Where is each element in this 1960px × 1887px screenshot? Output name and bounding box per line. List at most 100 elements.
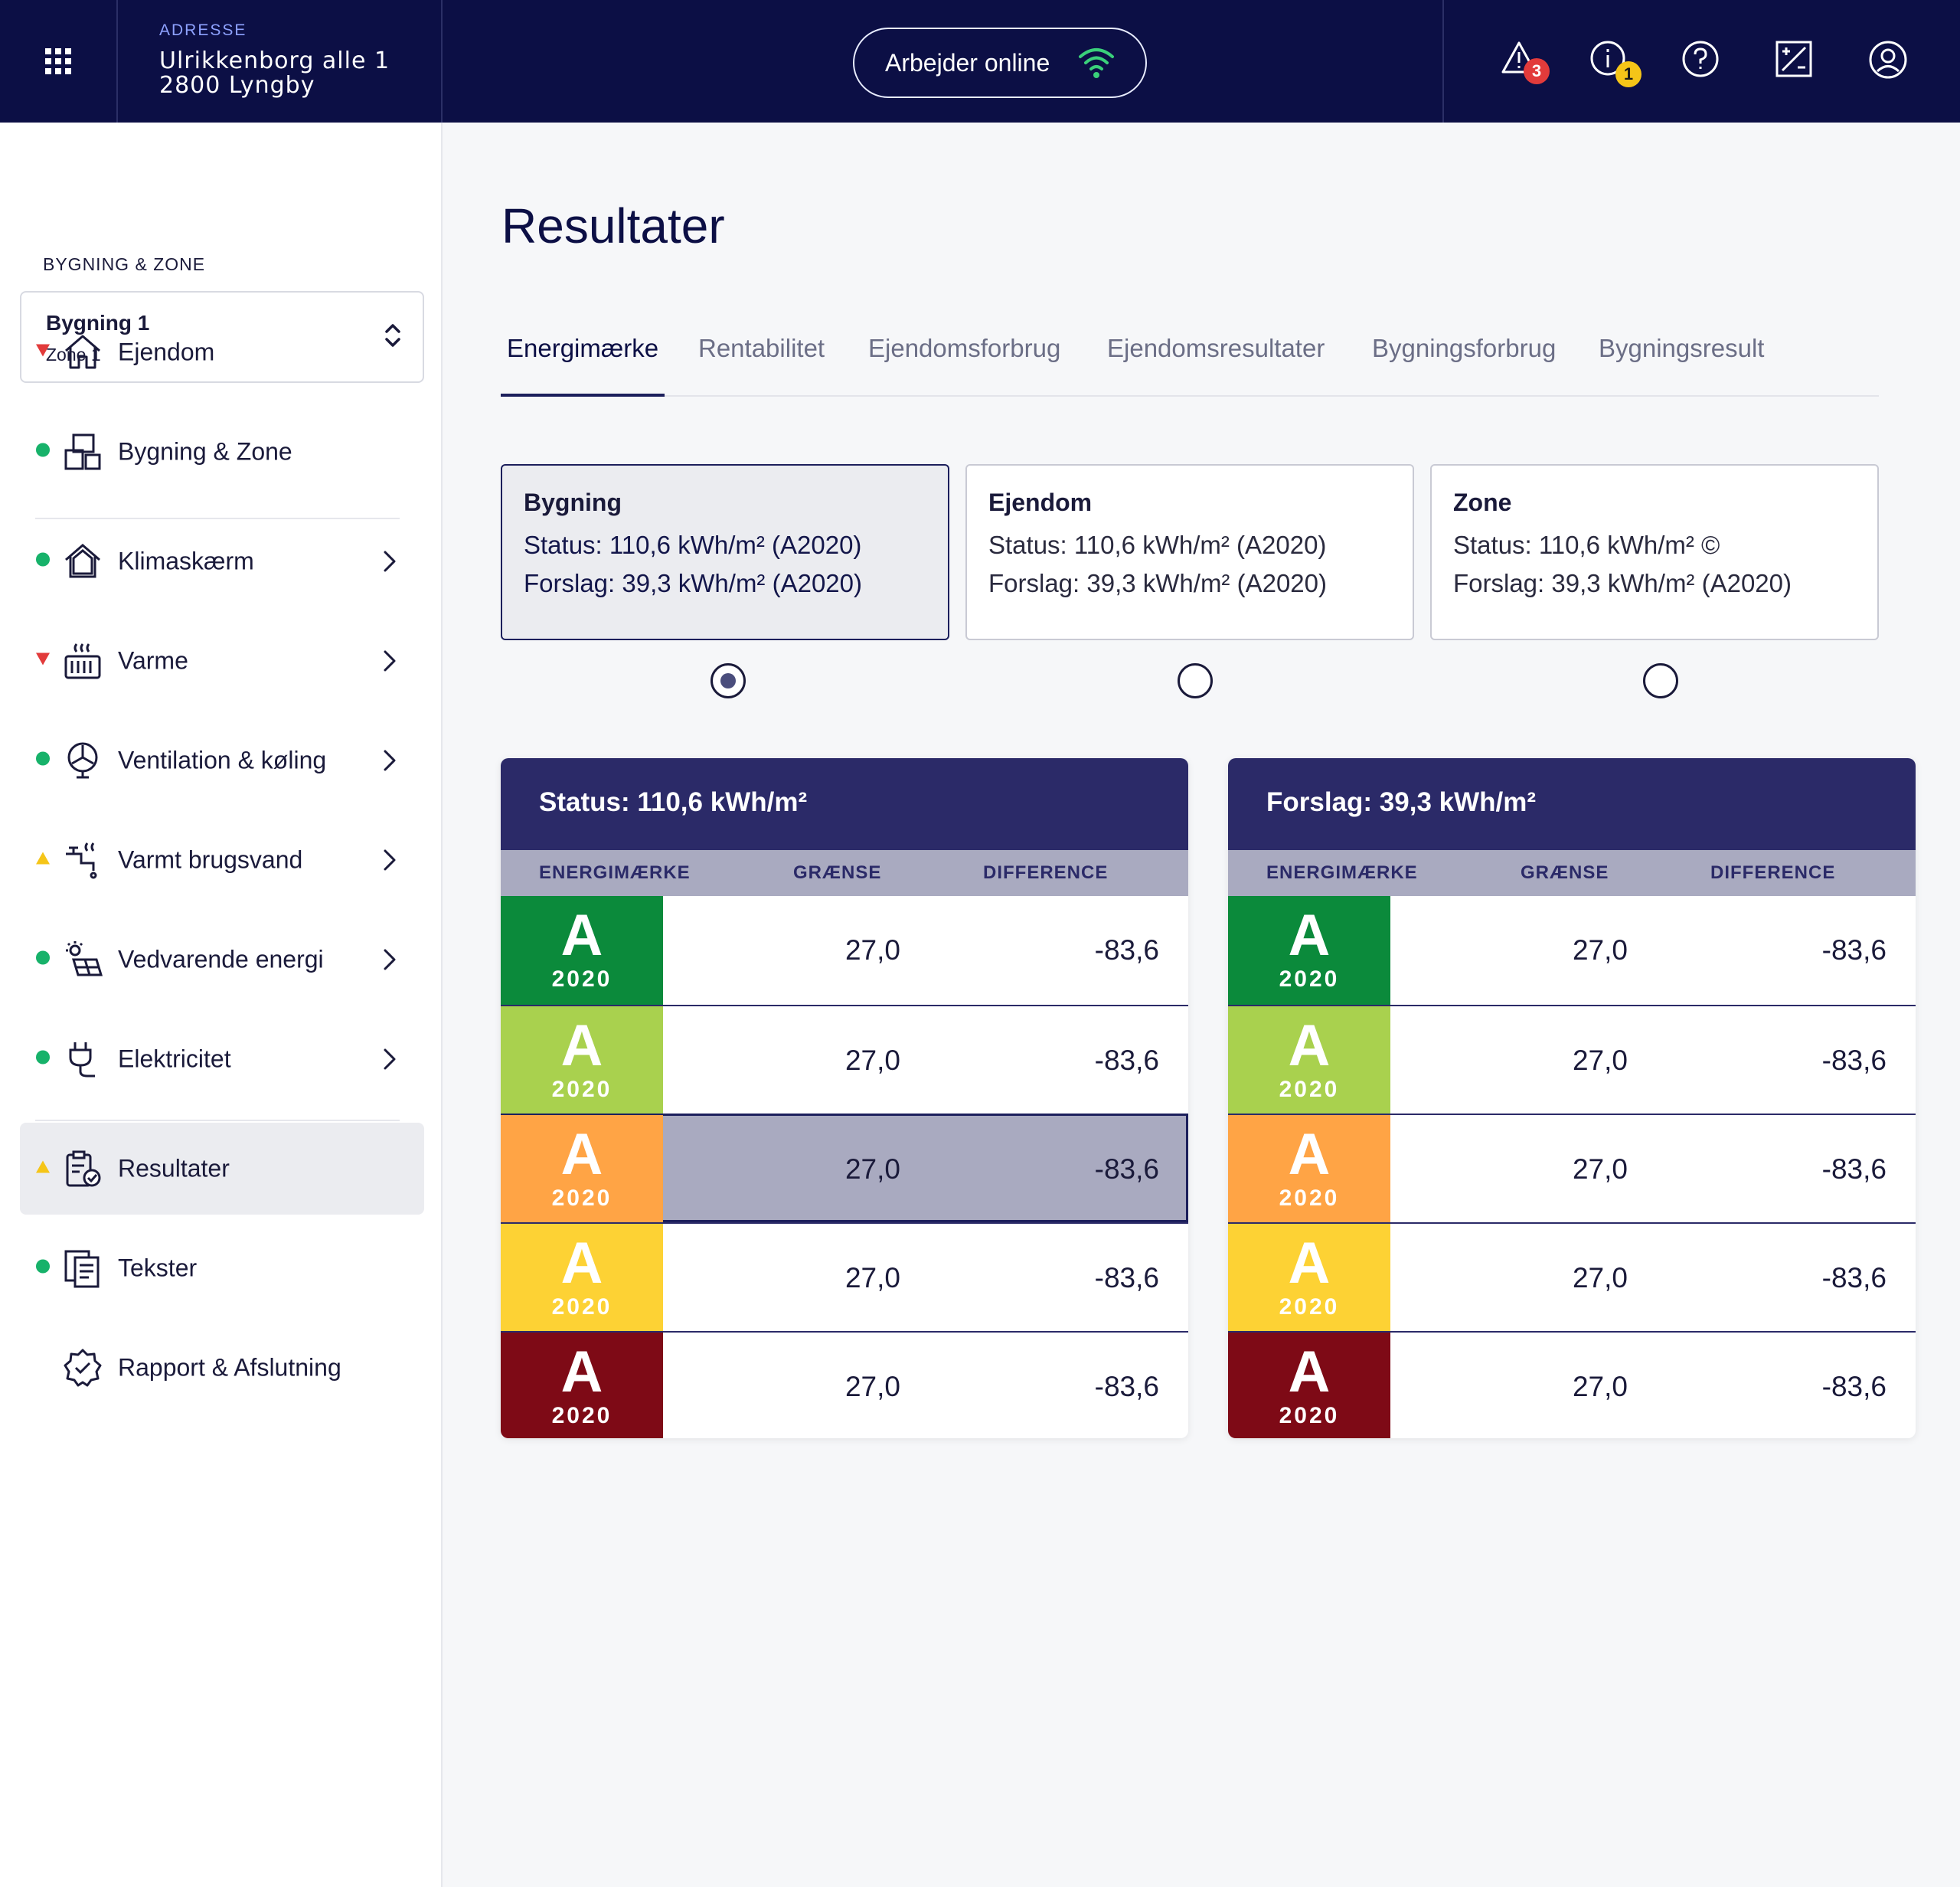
limit-value: 27,0 <box>1572 1153 1628 1185</box>
tab-rentabilitet[interactable]: Rentabilitet <box>698 334 825 362</box>
grade-row[interactable]: A 2020 27,0 -83,6 <box>1228 1331 1916 1438</box>
status-ok-dot <box>35 552 51 571</box>
energy-label-badge: A 2020 <box>1228 1333 1390 1438</box>
panel-column-headers: ENERGIMÆRKE GRÆNSE DIFFERENCE <box>1228 850 1916 896</box>
help-button[interactable] <box>1681 40 1724 83</box>
limit-value: 27,0 <box>1572 1371 1628 1402</box>
warning-icon <box>1501 41 1537 74</box>
radio-bygning[interactable] <box>710 663 746 698</box>
apps-grid-icon <box>45 48 71 74</box>
grade-row[interactable]: A 2020 27,0 -83,6 <box>501 896 1188 1005</box>
energy-grade-year: 2020 <box>1279 1186 1340 1211</box>
sidebar-item-bygning-zone[interactable]: Bygning & Zone <box>20 406 424 498</box>
grade-row[interactable]: A 2020 27,0 -83,6 <box>501 1331 1188 1438</box>
column-energimaerke: ENERGIMÆRKE <box>1266 862 1418 883</box>
sidebar-item-klimaskærm[interactable]: Klimaskærm <box>20 515 424 607</box>
chevron-right-icon <box>384 949 396 970</box>
scope-card-zone[interactable]: Zone Status: 110,6 kWh/m² © Forslag: 39,… <box>1430 464 1879 640</box>
scope-card-bygning[interactable]: Bygning Status: 110,6 kWh/m² (A2020) For… <box>501 464 949 640</box>
scope-status: Status: 110,6 kWh/m² © <box>1453 531 1720 559</box>
status-ok-dot <box>35 1050 51 1069</box>
difference-value: -83,6 <box>1821 1045 1886 1076</box>
energy-label-badge: A 2020 <box>1228 1006 1390 1114</box>
column-energimaerke: ENERGIMÆRKE <box>539 862 691 883</box>
selected-zone: Zone 1 <box>46 345 101 365</box>
sidebar-item-elektricitet[interactable]: Elektricitet <box>20 1013 424 1105</box>
info-button[interactable]: 1 <box>1589 40 1642 87</box>
user-button[interactable] <box>1868 40 1911 83</box>
grade-row[interactable]: A 2020 27,0 -83,6 <box>1228 1005 1916 1114</box>
energy-grade-year: 2020 <box>1279 1077 1340 1102</box>
limit-value: 27,0 <box>844 1262 900 1293</box>
grade-rows: A 2020 27,0 -83,6 A 2020 27,0 -83,6 A 2020 27,0 -83… <box>1228 896 1916 1438</box>
status-red-triangle-icon <box>35 344 51 361</box>
up-down-caret-icon <box>385 324 400 347</box>
energy-grade-letter: A <box>560 903 603 968</box>
grade-row[interactable]: A 2020 27,0 -83,6 <box>501 1222 1188 1331</box>
grade-row[interactable]: A 2020 27,0 -83,6 <box>501 1005 1188 1114</box>
address-city: 2800 Lyngby <box>159 72 315 99</box>
online-status-pill[interactable]: Arbejder online <box>853 28 1147 98</box>
radio-ejendom[interactable] <box>1178 663 1213 698</box>
warnings-button[interactable]: 3 <box>1501 40 1550 84</box>
user-icon <box>1869 41 1907 79</box>
grade-row[interactable]: A 2020 27,0 -83,6 <box>501 1114 1188 1222</box>
results-tabs: Energimærke Rentabilitet Ejendomsforbrug… <box>501 326 1879 397</box>
tab-ejendomsforbrug[interactable]: Ejendomsforbrug <box>868 334 1061 362</box>
limit-value: 27,0 <box>844 1153 900 1185</box>
tab-ejendomsresultater[interactable]: Ejendomsresultater <box>1107 334 1325 362</box>
address-label: ADRESSE <box>159 21 247 39</box>
energy-label-badge: A 2020 <box>501 1115 663 1222</box>
sidebar-item-tekster[interactable]: Tekster <box>20 1222 424 1314</box>
tab-bygningsforbrug[interactable]: Bygningsforbrug <box>1372 334 1557 362</box>
energy-grade-letter: A <box>1288 1339 1331 1405</box>
energy-grade-year: 2020 <box>1279 1294 1340 1320</box>
status-result-panel: Status: 110,6 kWh/m² ENERGIMÆRKE GRÆNSE … <box>501 758 1188 1438</box>
grade-row[interactable]: A 2020 27,0 -83,6 <box>1228 1222 1916 1331</box>
grade-row[interactable]: A 2020 27,0 -83,6 <box>1228 896 1916 1005</box>
fan-icon <box>67 742 98 779</box>
sidebar-item-label: Ejendom <box>118 338 215 366</box>
energy-label-badge: A 2020 <box>501 896 663 1005</box>
limit-value: 27,0 <box>844 934 900 966</box>
difference-value: -83,6 <box>1821 1262 1886 1293</box>
online-status-text: Arbejder online <box>885 48 1050 77</box>
sidebar-item-rapport-afslutning[interactable]: Rapport & Afslutning <box>20 1322 424 1414</box>
grade-row[interactable]: A 2020 27,0 -83,6 <box>1228 1114 1916 1222</box>
difference-value: -83,6 <box>1094 934 1159 966</box>
radio-zone[interactable] <box>1643 663 1678 698</box>
energy-grade-letter: A <box>1288 1122 1331 1187</box>
tab-energimaerke[interactable]: Energimærke <box>501 326 665 397</box>
scope-proposal: Forslag: 39,3 kWh/m² (A2020) <box>988 569 1327 597</box>
energy-grade-year: 2020 <box>1279 966 1340 992</box>
header-actions: 3 1 <box>1442 0 1960 123</box>
radiator-icon <box>64 643 101 679</box>
energy-grade-letter: A <box>560 1013 603 1078</box>
tab-bygningsresult[interactable]: Bygningsresult <box>1599 334 1765 362</box>
clipboard-check-icon <box>66 1150 101 1187</box>
status-ok-dot <box>35 751 51 770</box>
sidebar-item-label: Vedvarende energi <box>118 945 324 973</box>
info-badge: 1 <box>1615 61 1642 87</box>
status-ok-dot <box>35 950 51 970</box>
difference-value: -83,6 <box>1094 1153 1159 1185</box>
sidebar-item-varme[interactable]: Varme <box>20 615 424 707</box>
status-ok-dot <box>35 1259 51 1278</box>
building-zone-select[interactable]: Bygning 1 Zone 1 <box>20 291 424 383</box>
sidebar-divider <box>35 518 400 519</box>
sidebar-item-resultater[interactable]: Resultater <box>20 1123 424 1215</box>
sidebar: BYGNING & ZONE Bygning 1 Zone 1 Ejendom B… <box>0 123 443 1887</box>
column-difference: DIFFERENCE <box>983 862 1109 883</box>
scope-card-ejendom[interactable]: Ejendom Status: 110,6 kWh/m² (A2020) For… <box>965 464 1414 640</box>
sidebar-item-vedvarende-energi[interactable]: Vedvarende energi <box>20 914 424 1006</box>
sidebar-item-varmt-brugsvand[interactable]: Varmt brugsvand <box>20 814 424 906</box>
sidebar-item-ventilation-køling[interactable]: Ventilation & køling <box>20 715 424 806</box>
apps-button[interactable] <box>0 0 118 123</box>
sidebar-item-ejendom[interactable]: Ejendom <box>20 306 424 398</box>
energy-grade-letter: A <box>560 1339 603 1405</box>
wifi-icon <box>1079 48 1115 78</box>
sidebar-divider <box>35 1120 400 1121</box>
limit-value: 27,0 <box>844 1371 900 1402</box>
calculator-button[interactable] <box>1775 40 1818 83</box>
energy-label-badge: A 2020 <box>1228 1115 1390 1222</box>
